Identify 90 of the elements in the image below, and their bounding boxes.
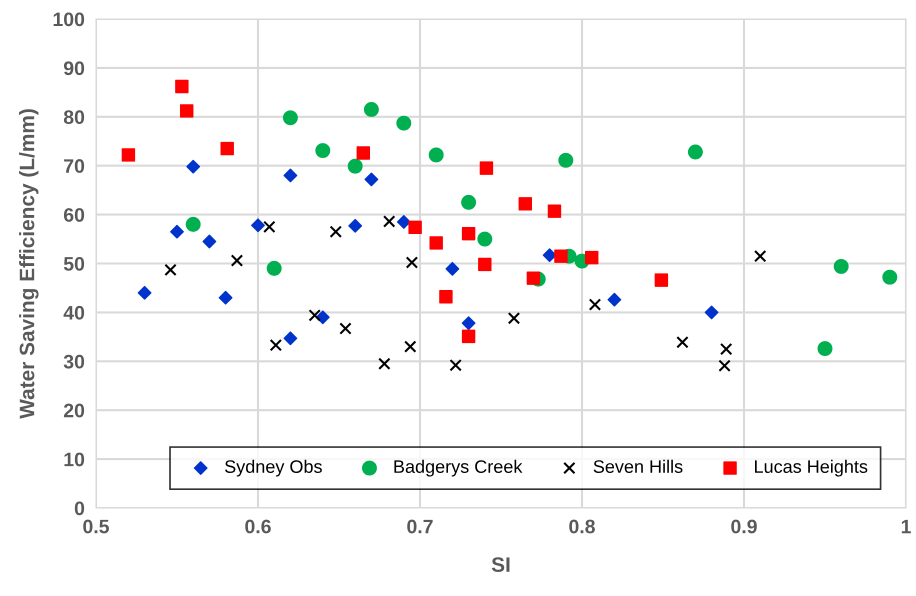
point (754, 250, 766, 262)
point (356, 146, 370, 160)
y-tick-label: 60 (64, 208, 84, 222)
point (548, 204, 562, 218)
point (263, 220, 276, 234)
point (316, 310, 330, 324)
point (406, 256, 418, 269)
point (461, 194, 476, 210)
point (439, 290, 453, 304)
point (266, 260, 282, 276)
point (408, 220, 422, 234)
point (348, 218, 362, 233)
point (170, 224, 184, 239)
point (308, 309, 321, 322)
x-tick-label: 0.6 (245, 520, 271, 534)
point (477, 232, 492, 247)
legend-label: Lucas Heights (755, 460, 868, 477)
point (251, 218, 265, 232)
point (122, 148, 136, 162)
point (315, 143, 330, 158)
point (558, 152, 574, 168)
point (688, 144, 703, 160)
point (186, 160, 200, 174)
point (676, 336, 689, 348)
point (396, 215, 411, 229)
point (138, 286, 152, 300)
point (654, 273, 668, 287)
point (462, 316, 476, 330)
point (330, 226, 342, 238)
x-axis-title: SI (492, 557, 510, 572)
point (396, 116, 412, 131)
point (270, 338, 282, 352)
point (834, 258, 849, 274)
point (718, 360, 731, 372)
point (429, 236, 443, 250)
y-axis-title: Water Saving Efficiency (L/mm) (19, 109, 39, 419)
y-tick-label: 20 (64, 404, 84, 418)
point (383, 215, 396, 228)
point (218, 290, 233, 305)
point (449, 359, 462, 372)
point (518, 197, 532, 211)
legend-label: Sydney Obs (225, 460, 322, 477)
x-tick-label: 0.8 (569, 520, 595, 534)
point (526, 271, 540, 285)
point (164, 264, 177, 276)
point (428, 147, 444, 162)
y-tick-label: 40 (64, 306, 84, 320)
point (704, 305, 719, 320)
point (364, 172, 378, 186)
point (588, 298, 602, 311)
point (230, 254, 244, 267)
y-tick-label: 100 (54, 12, 84, 26)
y-tick-label: 70 (64, 159, 84, 173)
x-tick-label: 0.9 (731, 520, 757, 534)
point (283, 168, 298, 182)
point (462, 226, 476, 240)
point (202, 234, 216, 248)
point (175, 80, 189, 94)
point (283, 331, 298, 346)
point (508, 312, 520, 324)
y-tick-label: 50 (64, 256, 84, 271)
point (554, 249, 568, 263)
point (585, 250, 598, 264)
point (720, 342, 732, 356)
legend-label: Seven Hills (594, 460, 682, 473)
point (404, 340, 416, 353)
point (462, 330, 476, 344)
x-tick-label: 0.7 (407, 520, 433, 534)
y-tick-label: 80 (64, 110, 84, 124)
point (339, 322, 352, 335)
point (220, 142, 234, 156)
y-tick-label: 0 (74, 501, 84, 516)
point (445, 262, 460, 276)
y-tick-label: 30 (64, 354, 84, 369)
point (882, 270, 898, 285)
point (186, 216, 201, 232)
y-tick-label: 10 (64, 452, 84, 466)
legend-label: Badgerys Creek (394, 460, 522, 477)
point (818, 341, 832, 356)
point (480, 161, 494, 175)
point (478, 258, 492, 272)
y-tick-label: 90 (64, 61, 84, 76)
x-tick-label: 1 (902, 520, 911, 534)
point (282, 110, 298, 126)
x-tick-label: 0.5 (83, 520, 109, 534)
point (378, 358, 391, 370)
point (180, 104, 194, 118)
point (348, 158, 363, 174)
point (364, 102, 379, 117)
point (607, 292, 622, 307)
